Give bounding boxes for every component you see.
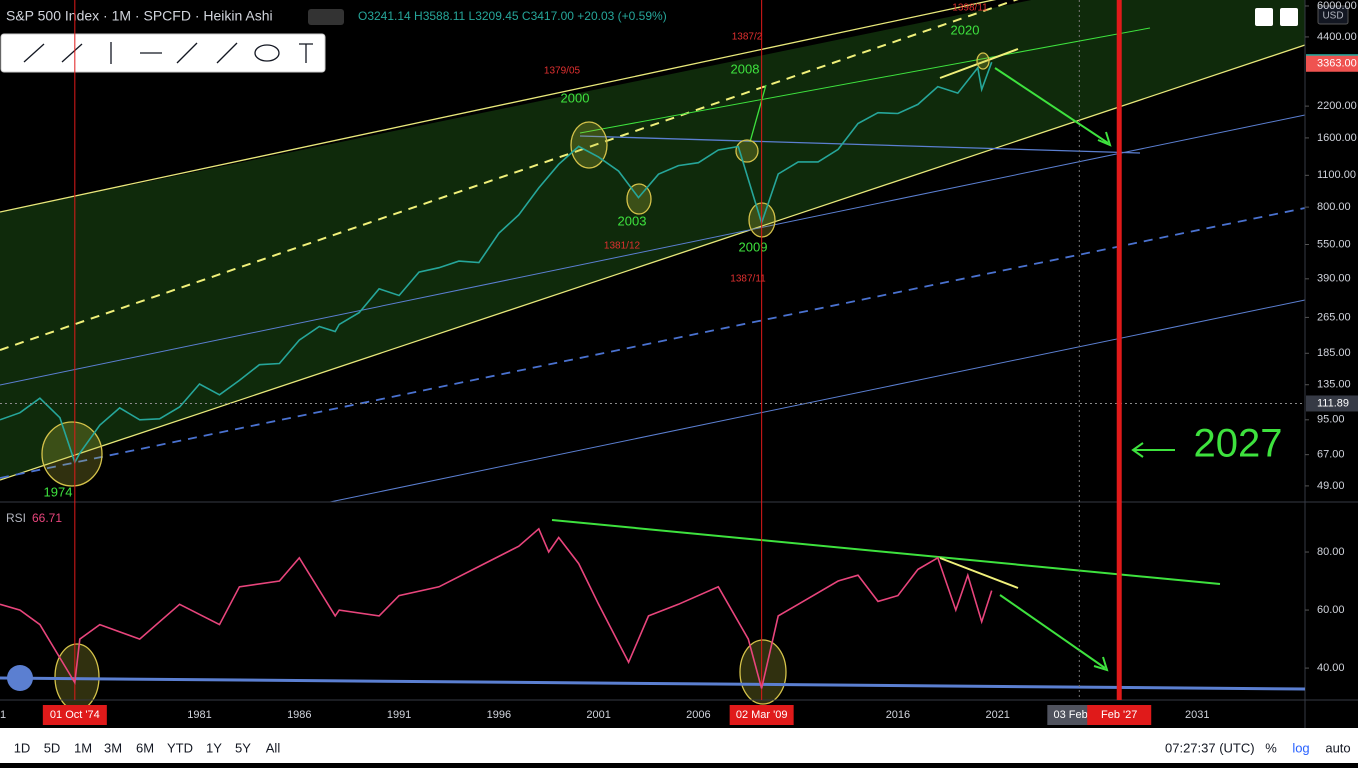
- x-tick-label: 1986: [287, 709, 311, 721]
- x-marker-label: Feb '27: [1101, 709, 1137, 721]
- y-tick-label: 40.00: [1317, 662, 1345, 674]
- rsi-support: [0, 676, 1306, 691]
- y-tick-label: 60.00: [1317, 604, 1345, 616]
- yellow-trend: [939, 48, 1019, 79]
- y-tick-label: 6000.00: [1317, 0, 1357, 12]
- x-tick-label: 2016: [886, 709, 910, 721]
- jalali-note: 1398/11: [952, 3, 988, 14]
- axis-option[interactable]: log: [1292, 740, 1309, 755]
- y-tick-label: 550.00: [1317, 238, 1351, 250]
- y-tick-label: 265.00: [1317, 311, 1351, 323]
- button[interactable]: [1280, 8, 1298, 26]
- indicator-title: RSI: [6, 511, 26, 525]
- y-tick-label: 49.00: [1317, 480, 1345, 492]
- jalali-note: 1381/12: [604, 241, 641, 252]
- target-note: 2027: [1194, 422, 1283, 466]
- jalali-note: 1379/05: [544, 66, 581, 77]
- price-marker: [1306, 55, 1358, 72]
- y-tick-label: 1100.00: [1317, 169, 1356, 181]
- axis-option[interactable]: %: [1265, 740, 1277, 755]
- price-line: [0, 61, 993, 465]
- x-tick-label: 1991: [387, 709, 411, 721]
- range-button[interactable]: 5Y: [235, 740, 251, 755]
- range-button[interactable]: All: [266, 740, 281, 755]
- jalali-note: 1387/11: [730, 274, 766, 285]
- x-marker-box: [729, 705, 794, 725]
- green-arrow: [999, 594, 1106, 669]
- year-note: 2020: [951, 22, 980, 37]
- x-tick-label: 2001: [586, 709, 610, 721]
- compare-button[interactable]: [308, 9, 344, 25]
- bottom-bar: [0, 728, 1358, 763]
- range-button[interactable]: 5D: [44, 740, 61, 755]
- x-marker-box: [42, 705, 107, 725]
- x-tick-label: 2021: [985, 709, 1009, 721]
- x-tick-label: 2031: [1185, 709, 1209, 721]
- toolbar-icons[interactable]: [23, 42, 313, 64]
- x-tick-label: 2006: [686, 709, 710, 721]
- green-arrow: [994, 67, 1109, 144]
- x-tick-label: 1996: [487, 709, 511, 721]
- y-tick-label: 80.00: [1317, 546, 1345, 558]
- arrow-head: [1093, 656, 1109, 672]
- x-marker-box: [1087, 705, 1152, 725]
- blue-dashed: [0, 207, 1306, 479]
- channel-bottom: [0, 44, 1306, 481]
- x-marker-label: 01 Oct '74: [50, 709, 100, 721]
- y-tick-label: 135.00: [1317, 379, 1351, 391]
- x-marker-label: 02 Mar '09: [736, 709, 788, 721]
- range-button[interactable]: YTD: [167, 740, 193, 755]
- range-button[interactable]: 1D: [14, 740, 31, 755]
- price-marker-label: 3363.00: [1317, 58, 1357, 70]
- blue-line: [329, 299, 1306, 503]
- y-tick-label: 390.00: [1317, 273, 1351, 285]
- y-tick-label: 1600.00: [1317, 132, 1357, 144]
- y-tick-label: 67.00: [1317, 449, 1345, 461]
- channel-top: [0, 0, 997, 213]
- x-tick-label: 71: [0, 709, 6, 721]
- year-note: 1974: [44, 484, 73, 499]
- range-button[interactable]: 3M: [104, 740, 122, 755]
- year-note: 2003: [618, 213, 647, 228]
- y-tick-label: 2200.00: [1317, 100, 1357, 112]
- clock: 07:27:37 (UTC): [1165, 740, 1255, 755]
- year-note: 2000: [561, 90, 590, 105]
- button[interactable]: [1255, 8, 1273, 26]
- y-tick-label: 95.00: [1317, 414, 1345, 426]
- year-note: 2009: [739, 239, 768, 254]
- channel-fill: [0, 0, 1305, 480]
- jalali-note: 1387/2: [732, 32, 763, 43]
- rsi-yellow: [939, 557, 1019, 589]
- axis-option[interactable]: auto: [1325, 740, 1350, 755]
- indicator-value: 66.71: [32, 511, 62, 525]
- price-marker-label: 111.89: [1317, 397, 1349, 409]
- rsi-trend: [551, 519, 1221, 585]
- range-button[interactable]: 6M: [136, 740, 154, 755]
- symbol-title[interactable]: S&P 500 Index · 1M · SPCFD · Heikin Ashi: [6, 8, 273, 24]
- x-tick-label: 1981: [187, 709, 211, 721]
- ohlc: O3241.14 H3588.11 L3209.45 C3417.00 +20.…: [358, 9, 667, 23]
- currency: USD: [1322, 11, 1343, 22]
- price-marker: [1306, 395, 1358, 412]
- currency-box[interactable]: [1317, 5, 1349, 25]
- range-button[interactable]: 1Y: [206, 740, 222, 755]
- logo[interactable]: [7, 665, 33, 691]
- y-tick-label: 4400.00: [1317, 31, 1357, 43]
- rsi-line: [0, 527, 993, 689]
- green-trend: [579, 27, 1151, 134]
- y-tick-label: 185.00: [1317, 347, 1351, 359]
- arrow-head: [1131, 442, 1144, 458]
- green-arrow: [749, 84, 767, 143]
- range-button[interactable]: 1M: [74, 740, 92, 755]
- y-tick-label: 800.00: [1317, 201, 1351, 213]
- year-note: 2008: [731, 61, 760, 76]
- blue-line: [579, 135, 1141, 154]
- channel-mid: [0, 0, 1019, 351]
- drawing-toolbar: [0, 33, 326, 73]
- arrow-head: [1097, 131, 1112, 147]
- blue-line: [0, 114, 1306, 386]
